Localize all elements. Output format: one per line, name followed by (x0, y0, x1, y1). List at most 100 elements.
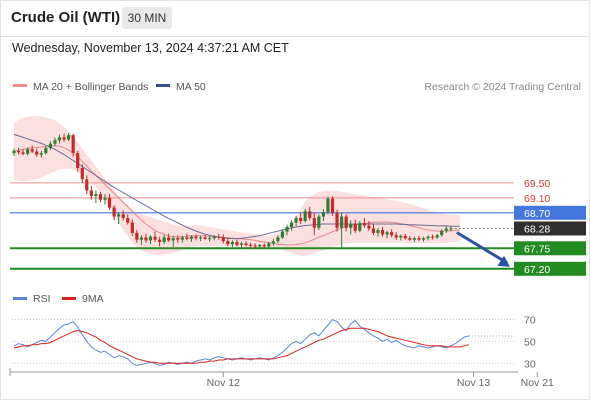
rsi-legend-swatch (13, 297, 27, 300)
rsi-tick-70: 70 (524, 315, 536, 327)
level-67-20-label-box (514, 261, 586, 276)
ma9-legend-swatch (62, 297, 76, 300)
level-68-28-label-box (514, 221, 586, 236)
candle-body (167, 237, 171, 241)
candle-body (403, 235, 407, 239)
candle-body (440, 230, 444, 236)
candle-body (57, 137, 62, 141)
timeframe-button[interactable]: 30 MIN (122, 7, 172, 29)
candle-body (244, 243, 248, 245)
rsi-ma9-line (13, 327, 470, 364)
candle-body (212, 236, 216, 239)
candle-body (103, 197, 107, 200)
candle-body (258, 244, 262, 247)
candle-body (12, 150, 16, 154)
candle-body (198, 237, 203, 239)
rsi-legend: RSI 9MA (13, 293, 104, 305)
candle-body (135, 232, 139, 240)
candle-body (176, 238, 180, 240)
candle-body (267, 243, 271, 247)
rsi-tick-50: 50 (524, 336, 536, 348)
candle-body (367, 225, 371, 229)
main-legend: MA 20 + Bollinger Bands MA 50 Research ©… (13, 81, 581, 93)
candle-body (289, 222, 294, 227)
candle-body (449, 228, 453, 230)
candle-body (171, 238, 175, 241)
chart-header: Crude Oil (WTI) 30 MIN (0, 0, 590, 36)
time-tick-label: Nov 13 (457, 377, 490, 389)
candle-body (299, 218, 303, 222)
candle-body (426, 236, 430, 239)
level-67-20-label: 67.20 (524, 264, 550, 276)
rsi-chart: 70 50 30 (12, 315, 536, 370)
candle-body (435, 235, 439, 238)
candle-body (280, 231, 285, 238)
rsi-line (13, 318, 470, 366)
header-divider (0, 36, 590, 37)
candle-body (335, 212, 339, 228)
candle-body (85, 179, 89, 191)
candle-body (162, 237, 166, 242)
level-67-75-label-box (514, 241, 586, 256)
ma9-legend-label: 9MA (82, 293, 104, 305)
level-68-70-label-box (514, 205, 586, 220)
candle-body (139, 237, 143, 240)
candle-body (353, 224, 357, 231)
candle-body (230, 241, 234, 245)
candle-body (344, 216, 348, 228)
candle-body (203, 237, 207, 239)
candle-body (358, 223, 362, 231)
candle-body (185, 237, 189, 239)
ma50-legend-swatch (156, 84, 170, 87)
level-69-50-label: 69.50 (524, 178, 550, 190)
candle-body (71, 135, 75, 154)
candle-body (412, 238, 416, 240)
candle-body (408, 238, 412, 240)
candle-body (444, 228, 448, 231)
candle-body (126, 218, 130, 223)
candle-body (89, 190, 93, 196)
projection-arrow-head (497, 255, 510, 267)
candle-body (385, 232, 389, 235)
candle-body (253, 245, 257, 247)
candle-body (321, 212, 325, 217)
candle-body (326, 198, 330, 213)
time-tick-label: Nov 21 (521, 377, 554, 389)
candle-body (76, 153, 80, 168)
candle-body (340, 216, 344, 228)
candle-body (394, 235, 398, 238)
candle-body (62, 137, 66, 140)
candle-body (53, 140, 57, 144)
rsi-tick-30: 30 (524, 358, 536, 370)
candle-body (80, 168, 84, 180)
candle-body (399, 235, 403, 238)
candle-body (107, 197, 112, 208)
candle-body (158, 239, 162, 242)
candle-body (417, 238, 421, 240)
candle-body (249, 244, 253, 246)
candle-body (44, 147, 48, 154)
candle-body (144, 237, 148, 241)
rsi-legend-label: RSI (33, 293, 51, 305)
candle-body (294, 218, 298, 223)
level-69-10-label: 69.10 (524, 193, 550, 205)
candle-body (16, 150, 21, 153)
candle-body (303, 211, 307, 222)
ma20-legend-swatch (13, 84, 27, 87)
candle-body (371, 228, 376, 233)
candle-body (148, 236, 153, 241)
candle-body (390, 232, 394, 236)
credit-label: Research © 2024 Trading Central (424, 81, 581, 93)
candle-body (276, 237, 280, 242)
candle-body (30, 149, 34, 152)
projection-arrow-shaft (456, 231, 508, 265)
candle-body (221, 237, 225, 242)
candle-body (312, 218, 316, 228)
candle-body (285, 226, 289, 232)
candle-body (94, 194, 98, 196)
candle-body (431, 236, 435, 238)
time-tick-label: Nov 12 (207, 377, 240, 389)
candle-body (235, 241, 239, 245)
candle-body (35, 151, 39, 155)
